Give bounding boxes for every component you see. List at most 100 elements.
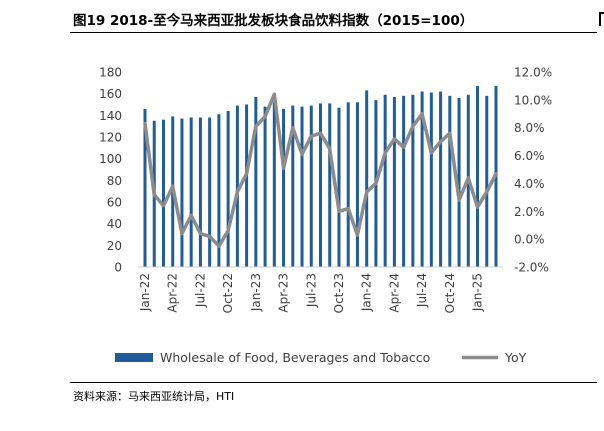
left-axis: 0 20 40 60 80 100 120 140 160 180 bbox=[99, 66, 122, 275]
legend-label-line: YoY bbox=[504, 350, 527, 365]
bar-Dec-23 bbox=[355, 102, 359, 267]
yoy-point-May-24 bbox=[402, 145, 406, 149]
bar-Aug-22 bbox=[208, 117, 212, 267]
bar-Mar-24 bbox=[383, 94, 387, 267]
yoy-point-Apr-22 bbox=[171, 184, 175, 188]
right-tick-label: 10.0% bbox=[514, 93, 552, 107]
x-tick-label: Apr-24 bbox=[387, 273, 401, 313]
x-tick-label: Jan-25 bbox=[471, 273, 485, 312]
left-tick-label: 60 bbox=[107, 196, 122, 210]
yoy-point-Jan-24 bbox=[365, 190, 369, 194]
x-tick-label: Oct-23 bbox=[332, 273, 346, 313]
right-tick-label: 0.0% bbox=[514, 233, 545, 247]
yoy-point-Aug-22 bbox=[208, 234, 212, 238]
yoy-point-Sep-23 bbox=[328, 147, 332, 151]
bar-Jan-25 bbox=[476, 86, 480, 267]
bar-Jun-23 bbox=[300, 106, 304, 268]
yoy-point-Jul-24 bbox=[420, 112, 424, 116]
left-tick-label: 180 bbox=[99, 66, 122, 80]
left-tick-label: 20 bbox=[107, 239, 122, 253]
bar-Nov-23 bbox=[346, 102, 350, 267]
yoy-point-Aug-24 bbox=[429, 151, 433, 155]
x-tick-label: Oct-22 bbox=[221, 273, 235, 313]
legend: Wholesale of Food, Beverages and Tobacco… bbox=[115, 350, 527, 365]
bar-Nov-24 bbox=[457, 98, 461, 267]
yoy-point-Apr-23 bbox=[281, 166, 286, 170]
bar-Mar-23 bbox=[272, 102, 276, 267]
yoy-point-Jul-22 bbox=[198, 231, 203, 236]
yoy-point-Jul-23 bbox=[309, 134, 313, 138]
bar-Oct-23 bbox=[337, 107, 341, 267]
yoy-point-Mar-25 bbox=[494, 172, 498, 176]
source-note: 资料来源：马来西亚统计局，HTI bbox=[73, 390, 235, 403]
yoy-point-Nov-23 bbox=[346, 206, 350, 211]
yoy-point-Feb-25 bbox=[485, 190, 489, 194]
bar-Nov-22 bbox=[235, 105, 239, 267]
x-axis: Jan-22 Apr-22 Jul-22 Oct-22 Jan-23 Apr-23 Jul-… bbox=[138, 273, 485, 313]
bar-Oct-24 bbox=[448, 95, 452, 267]
figure-title: 图19 2018-至今马来西亚批发板块食品饮料指数（2015=100） bbox=[73, 13, 474, 29]
bar-Apr-23 bbox=[282, 108, 286, 267]
right-tick-label: 4.0% bbox=[514, 177, 545, 191]
yoy-point-Dec-24 bbox=[466, 176, 470, 180]
left-tick-label: 100 bbox=[99, 152, 122, 166]
bar-Sep-22 bbox=[217, 114, 221, 267]
bar-Jan-23 bbox=[254, 96, 258, 268]
bar-Jul-24 bbox=[420, 91, 424, 267]
clipped-glyph bbox=[599, 12, 604, 26]
yoy-point-Jan-25 bbox=[475, 205, 480, 209]
bar-Sep-23 bbox=[328, 103, 332, 268]
yoy-point-Oct-24 bbox=[448, 131, 452, 135]
yoy-point-Nov-22 bbox=[235, 190, 239, 194]
legend-label-bar: Wholesale of Food, Beverages and Tobacco bbox=[160, 350, 430, 365]
bar-Jun-24 bbox=[411, 94, 415, 267]
x-tick-label: Jul-23 bbox=[304, 273, 318, 308]
yoy-point-Oct-22 bbox=[226, 229, 230, 233]
left-tick-label: 140 bbox=[99, 109, 122, 123]
x-tick-label: Jan-23 bbox=[249, 273, 263, 312]
yoy-point-Aug-23 bbox=[318, 131, 323, 135]
left-tick-label: 120 bbox=[99, 131, 122, 145]
yoy-point-Feb-22 bbox=[152, 192, 156, 197]
yoy-point-Jan-23 bbox=[254, 124, 258, 128]
right-tick-label: 8.0% bbox=[514, 121, 545, 135]
x-tick-label: Apr-22 bbox=[166, 273, 180, 313]
bar-Sep-24 bbox=[439, 91, 443, 267]
bar-May-23 bbox=[291, 105, 295, 267]
right-axis: -2.0% 0.0% 2.0% 4.0% 6.0% 8.0% 10.0% 12.0% bbox=[514, 66, 552, 275]
right-tick-label: 6.0% bbox=[514, 149, 545, 163]
right-tick-label: 12.0% bbox=[514, 66, 552, 80]
x-tick-label: Jan-24 bbox=[360, 273, 374, 312]
bar-Jul-23 bbox=[309, 105, 313, 267]
x-tick-label: Jul-24 bbox=[415, 273, 429, 308]
bar-Jan-24 bbox=[365, 90, 369, 268]
bar-May-24 bbox=[402, 95, 406, 267]
legend-swatch-bar bbox=[115, 353, 153, 362]
bar-Jun-22 bbox=[189, 117, 193, 267]
bar-Feb-25 bbox=[485, 95, 489, 267]
yoy-point-Jun-23 bbox=[300, 152, 304, 156]
bar-Jul-22 bbox=[198, 117, 202, 267]
right-tick-label: 2.0% bbox=[514, 205, 545, 219]
source-rule bbox=[70, 382, 597, 383]
yoy-point-Dec-22 bbox=[245, 172, 249, 176]
x-tick-label: Jan-22 bbox=[138, 273, 152, 312]
bar-Feb-23 bbox=[263, 106, 267, 268]
yoy-point-Feb-24 bbox=[374, 181, 378, 186]
yoy-point-Jan-22 bbox=[143, 121, 147, 126]
bar-Jan-22 bbox=[143, 108, 147, 267]
line-series bbox=[143, 92, 498, 248]
right-tick-label: -2.0% bbox=[514, 261, 549, 275]
bar-Oct-22 bbox=[226, 111, 230, 267]
x-tick-label: Oct-24 bbox=[443, 273, 457, 313]
left-tick-label: 40 bbox=[107, 217, 122, 231]
yoy-point-Jun-24 bbox=[411, 124, 415, 128]
left-tick-label: 0 bbox=[114, 261, 122, 275]
yoy-point-May-23 bbox=[291, 126, 295, 130]
yoy-point-Mar-23 bbox=[272, 92, 276, 96]
x-tick-label: Jul-22 bbox=[193, 273, 207, 308]
bar-Aug-23 bbox=[319, 103, 322, 268]
yoy-point-Nov-24 bbox=[457, 198, 461, 202]
yoy-point-Feb-23 bbox=[263, 114, 267, 119]
